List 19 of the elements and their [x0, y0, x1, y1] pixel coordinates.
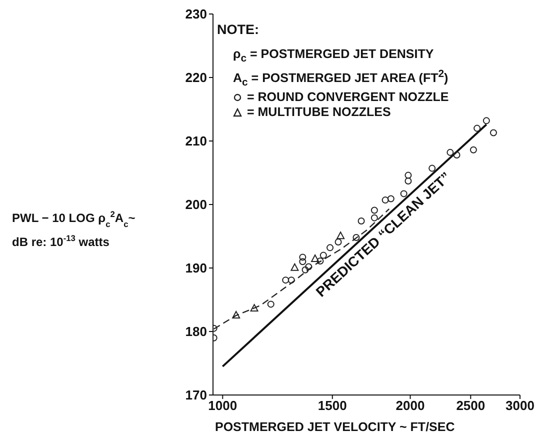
annotation: A$_{c}$ = POSTMERGED JET AREA (FT$^{2}$): [233, 68, 449, 90]
x-tick-label: 2000: [396, 398, 425, 414]
y-tick-label: 190: [185, 260, 207, 276]
y-tick-label: 170: [185, 388, 207, 403]
legend-label: = MULTITUBE NOZZLES: [247, 105, 391, 120]
x-axis-title: POSTMERGED JET VELOCITY ~ FT/SEC: [215, 420, 455, 434]
y-tick-label: 220: [185, 70, 207, 86]
y-tick-label: 230: [185, 6, 207, 22]
text: PWL − 10 LOG ρ$_{c}$$^{2}$A$_{c}$~ dB re: 10$^{-13}$ watts: [12, 209, 136, 249]
x-tick-label: 2500: [456, 398, 486, 414]
y-tick-label: 200: [185, 197, 207, 212]
y-tick-label: 180: [185, 324, 207, 340]
x-tick-label: 1000: [208, 398, 238, 414]
annotation: ρ$_{c}$ = POSTMERGED JET DENSITY: [233, 47, 435, 66]
legend-label: = ROUND CONVERGENT NOZZLE: [247, 90, 449, 106]
y-tick-label: 210: [185, 134, 207, 149]
x-tick-label: 1500: [318, 398, 347, 414]
x-tick-label: 3000: [506, 398, 534, 414]
annotation: NOTE:: [217, 22, 260, 37]
